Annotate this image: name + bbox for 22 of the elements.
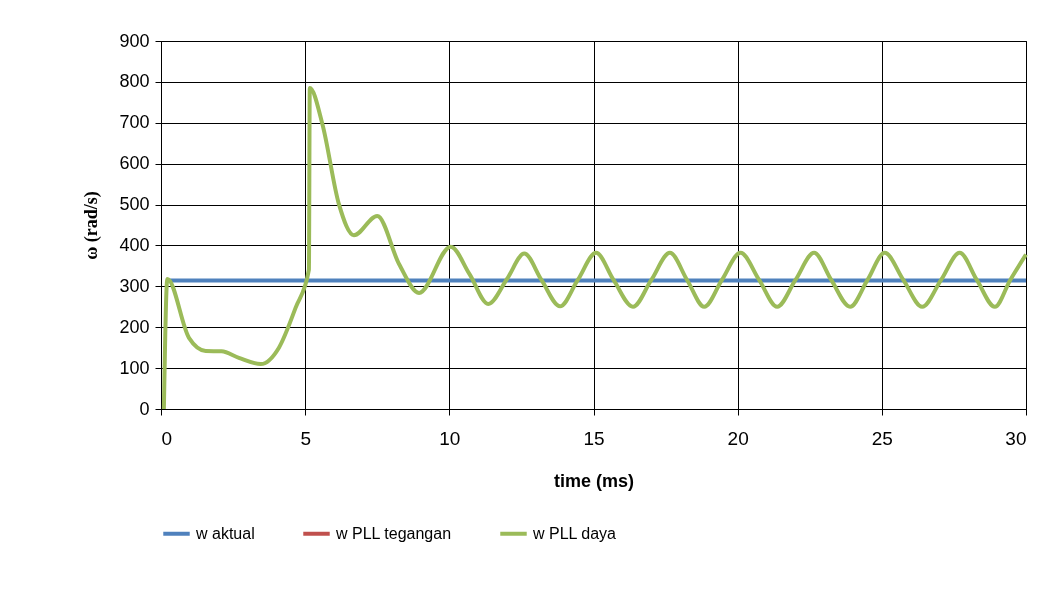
x-axis-title: time (ms) (553, 470, 635, 491)
y-tick-label: 100 (119, 357, 150, 378)
x-tick-label: 10 (439, 427, 461, 449)
x-tick-label: 20 (727, 427, 749, 449)
y-axis-title: ω (rad/s) (81, 191, 103, 260)
y-tick-label: 400 (119, 234, 150, 255)
x-tick-label: 25 (871, 427, 893, 449)
y-tick-label: 500 (119, 194, 150, 215)
x-tick-label: 30 (1005, 427, 1027, 449)
x-tick-label: 5 (300, 427, 311, 449)
y-tick-label: 0 (139, 398, 150, 419)
legend-label: w aktual (195, 524, 255, 542)
x-tick-label: 15 (583, 427, 605, 449)
y-tick-label: 700 (119, 112, 150, 133)
y-tick-label: 300 (119, 275, 150, 296)
y-tick-label: 200 (119, 316, 150, 337)
legend-label: w PLL daya (532, 524, 617, 542)
y-tick-label: 900 (119, 30, 150, 51)
x-tick-label: 0 (161, 427, 173, 449)
legend-label: w PLL tegangan (335, 524, 452, 542)
y-tick-label: 600 (119, 153, 150, 174)
y-tick-label: 800 (119, 71, 150, 92)
